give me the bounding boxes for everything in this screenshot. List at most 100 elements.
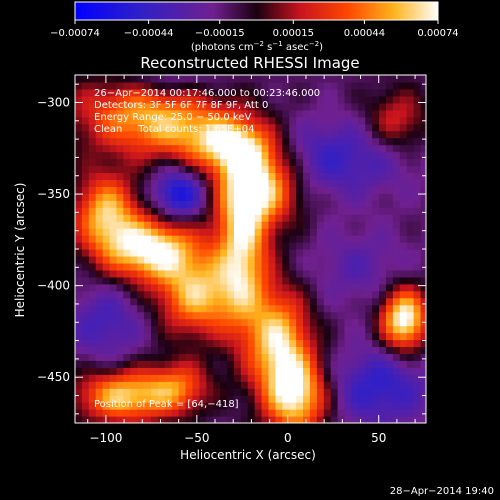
heatmap-cell [178,179,187,187]
heatmap-cell [227,221,235,229]
heatmap-cell [227,130,235,139]
heatmap-cell [261,297,270,306]
heatmap-cell [282,290,290,299]
y-tick-label: −400 [37,279,70,293]
heatmap-cell [102,374,111,382]
heatmap-cell [130,228,138,236]
heatmap-cell [303,172,311,180]
heatmap-cell [240,332,249,341]
heatmap-cell [413,297,422,306]
heatmap-cell [95,228,104,236]
heatmap-cell [109,95,118,104]
heatmap-cell [344,304,353,313]
heatmap-cell [330,269,339,278]
heatmap-cell [144,339,152,348]
heatmap-cell [144,409,152,417]
heatmap-cell [171,262,180,271]
peak-position-label: Position of Peak = [64,−418] [94,399,239,410]
heatmap-cell [420,262,426,271]
heatmap-cell [178,186,187,194]
heatmap-cell [303,381,311,389]
heatmap-cell [275,123,283,132]
heatmap-cell [316,165,325,174]
heatmap-cell [185,262,194,271]
heatmap-cell [81,269,90,278]
heatmap-cell [247,332,256,341]
heatmap-cell [151,283,159,292]
heatmap-cell [385,409,394,417]
heatmap-cell [406,123,415,132]
heatmap-cell [358,214,366,222]
heatmap-cell [213,416,221,423]
heatmap-cell [178,381,187,389]
heatmap-cell [137,116,145,125]
heatmap-cell [330,297,339,306]
heatmap-cell [344,144,353,153]
heatmap-cell [95,283,104,292]
heatmap-cell [385,353,394,361]
heatmap-cell [399,235,408,243]
heatmap-cell [289,297,297,306]
heatmap-cell [157,269,166,278]
heatmap-cell [178,325,187,334]
heatmap-cell [206,193,214,201]
heatmap-cell [344,235,353,243]
heatmap-cell [164,283,173,292]
heatmap-cell [303,374,311,382]
heatmap-cell [351,95,359,104]
heatmap-cell [88,130,97,139]
heatmap-cell [213,332,221,341]
heatmap-cell [303,207,311,215]
heatmap-cell [399,242,408,250]
heatmap-cell [151,123,159,132]
heatmap-cell [123,109,131,118]
heatmap-cell [81,116,90,125]
heatmap-cell [379,179,387,187]
heatmap-cell [137,158,145,167]
heatmap-cell [95,116,104,125]
heatmap-cell [379,262,387,271]
heatmap-cell [81,332,90,341]
heatmap-cell [261,109,270,118]
x-tick-label: −100 [89,431,122,445]
heatmap-cell [206,109,214,118]
heatmap-cell [247,290,256,299]
heatmap-cell [392,151,401,160]
heatmap-cell [88,165,97,174]
heatmap-cell [164,179,173,187]
heatmap-cell [220,207,228,215]
heatmap-cell [233,304,242,313]
heatmap-cell [88,346,97,354]
heatmap-cell [392,304,401,313]
heatmap-cell [337,325,346,334]
heatmap-cell [337,95,346,104]
heatmap-cell [268,200,277,208]
heatmap-cell [365,416,373,423]
heatmap-cell [144,367,152,375]
heatmap-cell [75,339,83,348]
heatmap-cell [289,374,297,382]
heatmap-cell [406,109,415,118]
heatmap-cell [344,81,353,90]
heatmap-cell [220,304,228,313]
heatmap-cell [81,81,90,90]
heatmap-cell [206,304,214,313]
heatmap-cell [88,325,97,334]
heatmap-cell [220,165,228,174]
heatmap-cell [240,109,249,118]
heatmap-cell [171,402,180,410]
heatmap-cell [344,200,353,208]
heatmap-cell [185,304,194,313]
heatmap-cell [275,416,283,423]
heatmap-cell [144,95,152,104]
heatmap-cell [289,179,297,187]
heatmap-cell [316,228,325,236]
heatmap-cell [316,81,325,90]
heatmap-cell [247,151,256,160]
heatmap-cell [75,179,83,187]
heatmap-cell [206,151,214,160]
heatmap-cell [144,235,152,243]
heatmap-cell [213,123,221,132]
heatmap-cell [303,332,311,341]
heatmap-cell [240,116,249,125]
